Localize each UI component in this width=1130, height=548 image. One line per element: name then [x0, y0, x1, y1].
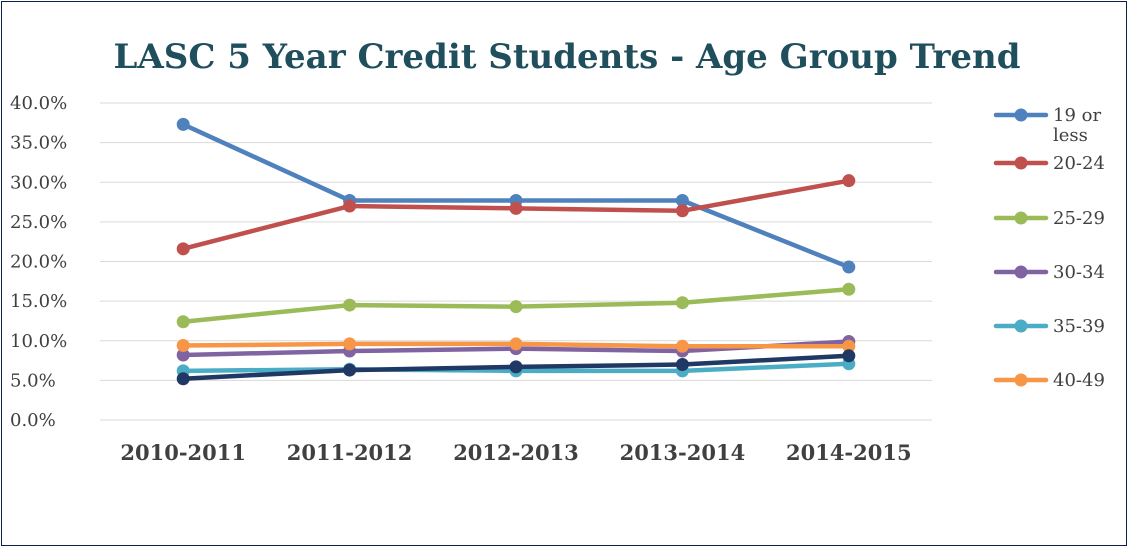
gridlines — [100, 102, 932, 421]
x-tick-label: 2012-2013 — [453, 440, 579, 465]
legend-label: 20-24 — [1053, 153, 1105, 174]
data-point — [176, 117, 190, 131]
legend-marker — [1014, 265, 1028, 279]
y-tick-label: 15.0% — [10, 291, 67, 312]
x-tick-label: 2014-2015 — [786, 440, 912, 465]
y-tick-label: 5.0% — [10, 370, 56, 391]
data-point — [675, 358, 689, 372]
legend-marker — [1014, 319, 1028, 333]
data-point — [176, 348, 190, 362]
data-point — [509, 360, 523, 374]
data-point — [509, 201, 523, 215]
legend-label: 25-29 — [1053, 208, 1105, 229]
legend-item: 40-49 — [993, 370, 1105, 391]
data-point — [509, 337, 523, 351]
data-point — [675, 204, 689, 218]
data-point — [343, 363, 357, 377]
legend-marker — [1014, 108, 1028, 122]
legend-item: 25-29 — [993, 208, 1105, 229]
data-point — [675, 193, 689, 207]
y-tick-label: 35.0% — [10, 133, 67, 154]
series-lines — [176, 117, 856, 386]
data-point — [176, 372, 190, 386]
data-point — [675, 339, 689, 353]
data-point — [675, 296, 689, 310]
y-axis-ticks: 0.0% 5.0% 10.0% 15.0% 20.0% 25.0% 30.0% 35.0% 40… — [10, 93, 67, 431]
legend-label: 35-39 — [1053, 316, 1105, 337]
series-line — [176, 349, 856, 386]
chart-title: LASC 5 Year Credit Students - Age Group … — [114, 37, 1021, 77]
data-point — [509, 300, 523, 314]
legend-marker — [1014, 373, 1028, 387]
legend-label: 40-49 — [1053, 370, 1105, 391]
data-point — [343, 199, 357, 213]
x-tick-label: 2010-2011 — [120, 440, 246, 465]
legend-marker — [1014, 211, 1028, 225]
legend-item: 20-24 — [993, 153, 1105, 174]
y-tick-label: 40.0% — [10, 93, 67, 114]
legend-label: less — [1053, 125, 1088, 146]
legend-label: 19 or — [1053, 105, 1101, 126]
y-tick-label: 20.0% — [10, 252, 67, 273]
y-tick-label: 10.0% — [10, 331, 67, 352]
data-point — [176, 339, 190, 353]
data-point — [842, 282, 856, 296]
data-point — [842, 174, 856, 188]
series-line — [176, 282, 856, 329]
data-point — [842, 349, 856, 363]
series-line — [176, 337, 856, 353]
x-axis-ticks: 2010-2011 2011-2012 2012-2013 2013-2014 2014… — [120, 440, 911, 465]
data-point — [842, 260, 856, 274]
data-point — [176, 242, 190, 256]
legend-item: 35-39 — [993, 316, 1105, 337]
data-point — [176, 315, 190, 329]
y-tick-label: 25.0% — [10, 212, 67, 233]
series-line — [176, 174, 856, 256]
y-tick-label: 0.0% — [10, 410, 56, 431]
legend-marker — [1014, 156, 1028, 170]
data-point — [343, 298, 357, 312]
x-tick-label: 2013-2014 — [620, 440, 746, 465]
data-point — [343, 337, 357, 351]
legend-label: 30-34 — [1053, 262, 1105, 283]
data-point — [842, 339, 856, 353]
y-tick-label: 30.0% — [10, 172, 67, 193]
x-tick-label: 2011-2012 — [287, 440, 413, 465]
legend-item: 30-34 — [993, 262, 1105, 283]
